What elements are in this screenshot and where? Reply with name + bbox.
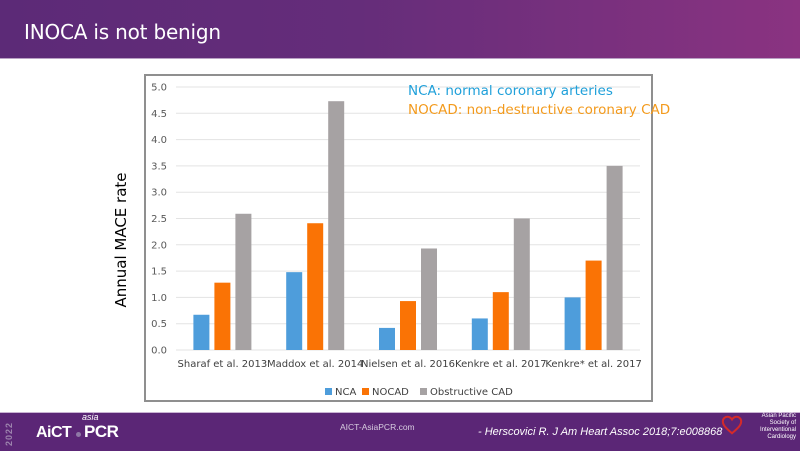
aict-logo: AiCT bbox=[36, 424, 72, 441]
y-tick-label: 5.0 bbox=[151, 83, 167, 94]
bar-nocad bbox=[492, 292, 509, 350]
category-label: Nielsen et al. 2016 bbox=[361, 359, 455, 370]
legend-item: NOCAD bbox=[362, 387, 409, 398]
bar-nocad bbox=[214, 282, 231, 350]
bar-nocad bbox=[400, 301, 416, 350]
bar-obstructive-cad bbox=[606, 165, 623, 350]
legend-item: Obstructive CAD bbox=[420, 387, 513, 398]
legend-swatch bbox=[325, 388, 332, 395]
legend-label: NOCAD bbox=[372, 387, 409, 398]
annotation-nca: NCA: normal coronary arteries bbox=[408, 83, 613, 99]
bar-obstructive-cad bbox=[513, 218, 530, 350]
heart-icon bbox=[721, 415, 743, 435]
y-tick-label: 4.0 bbox=[151, 135, 167, 146]
y-tick-label: 0.5 bbox=[151, 319, 167, 330]
bar-obstructive-cad bbox=[421, 248, 437, 350]
category-labels: Sharaf et al. 2013 Maddox et al. 2014Niel… bbox=[178, 359, 642, 370]
bar-nocad bbox=[307, 223, 324, 350]
y-tick-labels: 0.0 0.5 1.0 1.5 2.0 2.5 3.0 3.5 4.0 4.5 5.0 bbox=[151, 83, 167, 357]
bar-nocad bbox=[585, 260, 602, 350]
y-tick-label: 1.0 bbox=[151, 293, 167, 304]
asia-logo-text: asia bbox=[82, 412, 99, 422]
annotation-nocad: NOCAD: non-destructive coronary CAD bbox=[408, 102, 670, 118]
slide-header: INOCA is not benign bbox=[0, 0, 800, 59]
legend-label: NCA bbox=[335, 387, 356, 398]
legend-label: Obstructive CAD bbox=[430, 387, 513, 398]
logo-dot bbox=[76, 432, 81, 437]
y-tick-label: 2.0 bbox=[151, 240, 167, 251]
y-tick-label: 4.5 bbox=[151, 109, 167, 120]
y-tick-label: 0.0 bbox=[151, 346, 167, 357]
slide-title: INOCA is not benign bbox=[24, 20, 221, 44]
bar-obstructive-cad bbox=[235, 213, 252, 350]
website-link[interactable]: AICT-AsiaPCR.com bbox=[340, 422, 415, 432]
y-tick-label: 1.5 bbox=[151, 267, 167, 278]
bar-nca bbox=[471, 318, 488, 350]
category-label: Kenkre* et al. 2017 bbox=[545, 359, 642, 370]
category-label: Kenkre et al. 2017 bbox=[455, 359, 547, 370]
bar-nca bbox=[193, 314, 210, 350]
pcr-logo: PCR bbox=[84, 422, 119, 441]
bars bbox=[193, 101, 623, 351]
society-logo-text: Asian Pacific Society of Interventional … bbox=[759, 413, 796, 440]
legend-item: NCA bbox=[325, 387, 356, 398]
bar-nca bbox=[564, 297, 581, 350]
category-label: Maddox et al. 2014 bbox=[267, 359, 363, 370]
y-tick-label: 2.5 bbox=[151, 214, 167, 225]
citation: - Herscovici R. J Am Heart Assoc 2018;7:… bbox=[478, 426, 723, 438]
category-label: Sharaf et al. 2013 bbox=[178, 359, 268, 370]
bar-obstructive-cad bbox=[328, 101, 345, 351]
year-label: 2022 bbox=[4, 421, 14, 446]
legend-swatch bbox=[362, 388, 369, 395]
legend-swatch bbox=[420, 388, 427, 395]
bar-nca bbox=[379, 327, 395, 350]
y-tick-label: 3.5 bbox=[151, 161, 167, 172]
y-tick-label: 3.0 bbox=[151, 188, 167, 199]
slide-footer bbox=[0, 412, 800, 451]
legend: NCA NOCAD Obstructive CAD bbox=[325, 387, 513, 398]
bar-nca bbox=[286, 272, 303, 350]
